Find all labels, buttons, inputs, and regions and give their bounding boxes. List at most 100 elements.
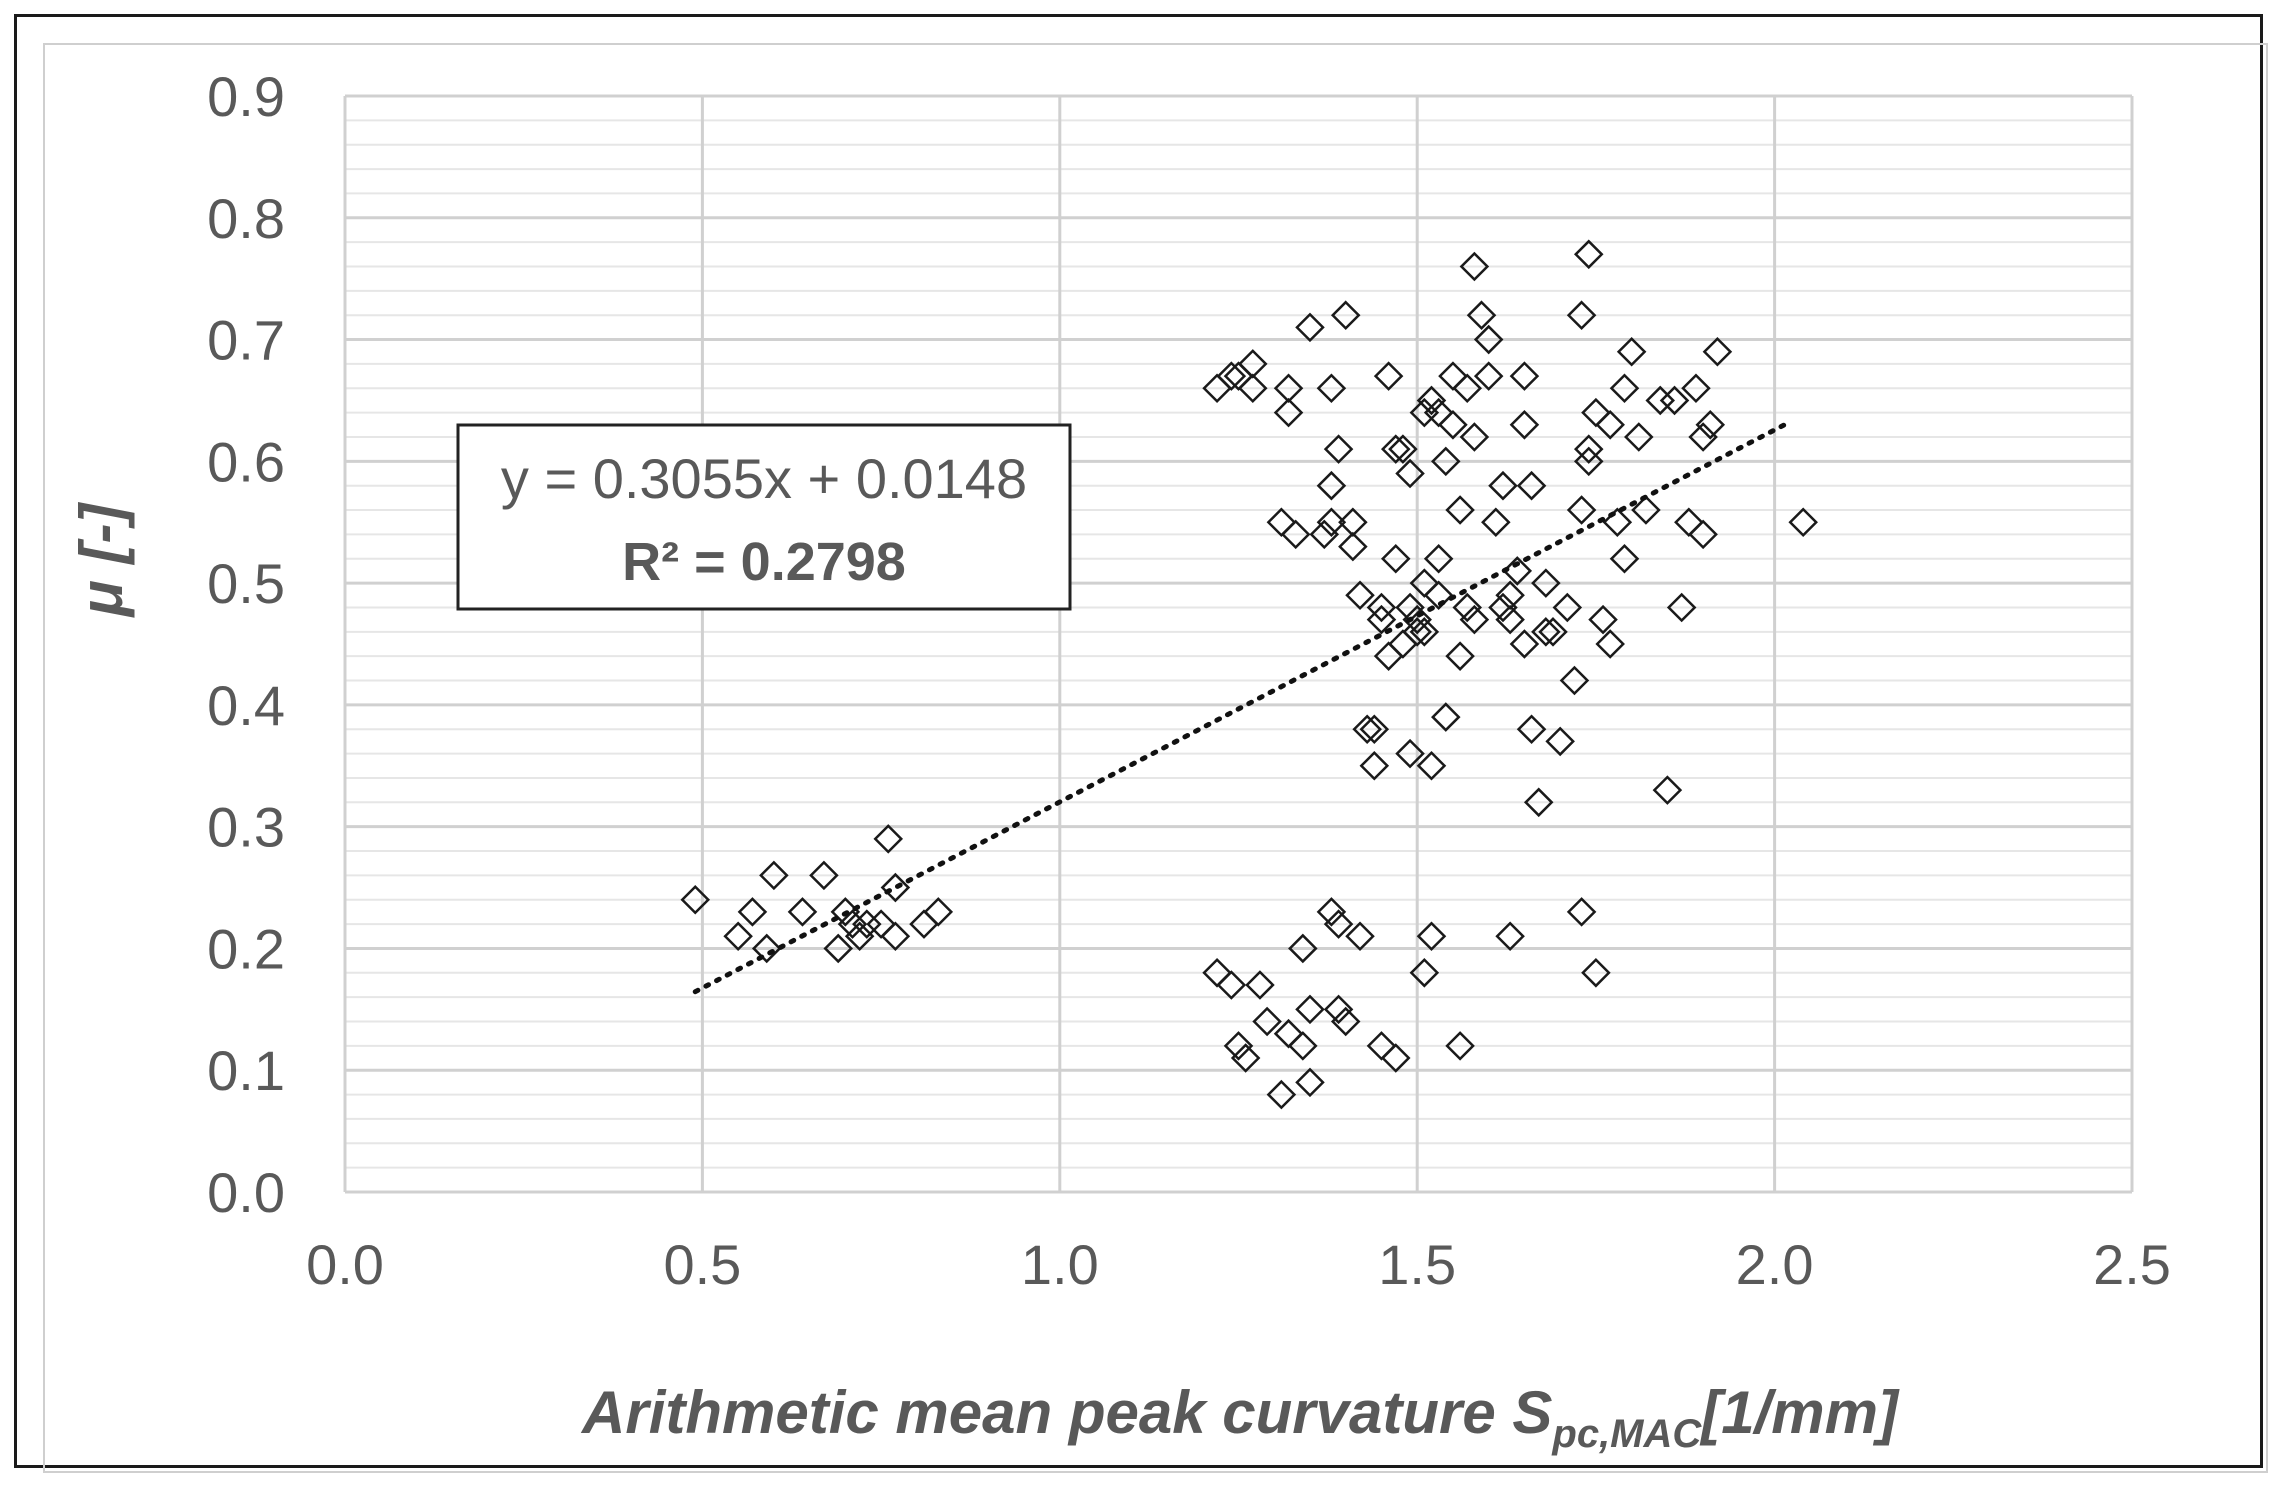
data-point-marker <box>1459 604 1490 635</box>
data-point-marker <box>1380 434 1411 464</box>
data-point-marker <box>1366 604 1397 635</box>
data-point-marker <box>1395 738 1425 769</box>
data-point-marker <box>1252 1006 1282 1037</box>
data-point-marker <box>1431 702 1461 732</box>
data-point-marker <box>1295 312 1325 343</box>
data-point-marker <box>1523 787 1554 818</box>
data-point-marker <box>1516 470 1547 501</box>
data-point-marker <box>1323 909 1354 939</box>
data-point-marker <box>1438 410 1468 440</box>
data-point-marker <box>1609 543 1640 574</box>
chart-area-border <box>43 43 2268 1473</box>
data-point-marker <box>1545 726 1575 757</box>
x-tick-label: 2.5 <box>2093 1233 2171 1296</box>
data-point-marker <box>1223 361 1254 391</box>
data-point-marker <box>1366 592 1397 623</box>
data-point-marker <box>1616 336 1647 367</box>
y-axis-title: μ [-] <box>68 502 135 619</box>
data-point-marker <box>1488 592 1518 623</box>
data-point-marker <box>1416 921 1447 952</box>
data-point-marker <box>1674 507 1704 537</box>
data-point-marker <box>1295 1067 1325 1098</box>
data-point-marker <box>1230 1043 1261 1073</box>
data-point-marker <box>1316 507 1347 537</box>
data-point-marker <box>1581 397 1611 428</box>
data-point-marker <box>1409 568 1440 598</box>
x-tick-label: 1.5 <box>1378 1233 1456 1296</box>
x-tick-label: 0.5 <box>663 1233 741 1296</box>
data-point-marker <box>1423 397 1454 428</box>
data-point-marker <box>1416 751 1447 781</box>
data-point-marker <box>1388 629 1418 659</box>
data-point-marker <box>1445 1031 1475 1061</box>
data-point-marker <box>1438 361 1468 391</box>
data-point-marker <box>1409 397 1440 428</box>
data-point-marker <box>1681 373 1711 404</box>
data-point-marker <box>1466 300 1497 330</box>
data-point-marker <box>1652 775 1683 805</box>
data-point-marker <box>1295 994 1325 1025</box>
data-point-marker <box>809 860 839 891</box>
data-point-marker <box>1359 751 1390 781</box>
data-point-marker <box>1573 239 1604 270</box>
data-point-marker <box>1345 580 1375 611</box>
data-point-marker <box>1238 373 1268 404</box>
data-point-marker <box>1566 300 1597 330</box>
y-tick-label: 0.6 <box>207 430 285 493</box>
data-point-marker <box>923 897 954 927</box>
r-squared-label: R² = 0.2798 <box>622 532 906 592</box>
data-point-marker <box>1402 617 1432 647</box>
data-point-marker <box>1288 1031 1318 1061</box>
data-point-marker <box>880 921 911 952</box>
data-point-marker <box>1352 714 1382 745</box>
data-point-marker <box>1566 495 1597 525</box>
data-point-marker <box>1359 714 1390 745</box>
y-tick-labels: 0.0 0.1 0.2 0.3 0.4 0.5 0.6 0.7 0.8 0.9 <box>207 65 285 1224</box>
data-point-marker <box>1431 446 1461 477</box>
data-point-marker <box>1223 1031 1254 1061</box>
gridlines <box>343 94 2134 1194</box>
data-point-marker <box>1316 897 1347 927</box>
data-point-marker <box>737 897 768 927</box>
data-point-marker <box>1788 507 1818 537</box>
data-point-marker <box>1581 958 1611 988</box>
x-axis-title-main: Arithmetic mean peak curvature S <box>580 1379 1552 1446</box>
x-tick-labels: 0.0 0.5 1.0 1.5 2.0 2.5 <box>306 1233 2171 1296</box>
y-tick-label: 0.1 <box>207 1039 285 1102</box>
data-point-marker <box>759 860 789 891</box>
data-point-marker <box>1216 970 1247 1000</box>
y-tick-label: 0.3 <box>207 796 285 859</box>
data-point-marker <box>751 933 782 964</box>
data-point-marker <box>1202 958 1232 988</box>
data-point-marker <box>1531 617 1561 647</box>
data-point-marker <box>1473 324 1504 355</box>
data-point-marker <box>1566 897 1597 927</box>
data-point-marker <box>1559 665 1590 696</box>
data-point-marker <box>1588 604 1618 635</box>
data-point-marker <box>837 909 868 939</box>
data-point-marker <box>1631 495 1661 525</box>
data-point-marker <box>1602 507 1633 537</box>
data-point-marker <box>1409 617 1440 647</box>
data-point-marker <box>1366 1031 1397 1061</box>
data-point-marker <box>1330 1006 1361 1037</box>
y-tick-label: 0.4 <box>207 674 285 737</box>
x-tick-label: 0.0 <box>306 1233 384 1296</box>
data-point-marker <box>1445 495 1475 525</box>
data-point-marker <box>1373 361 1404 391</box>
data-point-marker <box>1338 531 1368 562</box>
data-point-marker <box>1502 556 1533 586</box>
data-point-marker <box>1531 568 1561 598</box>
y-tick-label: 0.7 <box>207 309 285 372</box>
data-point-marker <box>1495 921 1525 952</box>
data-point-marker <box>1702 336 1733 367</box>
data-point-marker <box>1423 543 1454 574</box>
data-point-marker <box>787 897 818 927</box>
data-point-marker <box>1452 373 1483 404</box>
data-point-marker <box>1645 385 1675 416</box>
data-point-marker <box>1266 507 1297 537</box>
data-point-marker <box>1495 604 1525 635</box>
data-point-marker <box>1216 361 1247 391</box>
x-axis-title-unit: [1/mm] <box>1699 1379 1900 1446</box>
